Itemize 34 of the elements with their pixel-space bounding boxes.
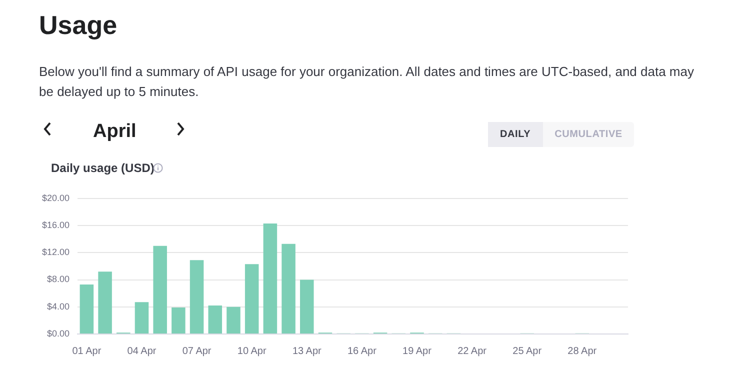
y-tick-label: $16.00 [42,220,70,230]
bar [263,223,278,334]
bar [153,246,167,334]
y-tick-label: $20.00 [42,192,70,203]
bar [98,272,112,334]
text: DAILY [488,122,543,147]
bar [226,306,240,334]
bar [134,302,149,334]
bar [190,260,204,334]
y-tick-label: $12.00 [42,247,70,258]
x-tick-label: 16 Apr [347,346,378,357]
x-tick-label: 25 Apr [512,346,542,357]
text: CUMULATIVE [554,128,624,142]
y-axis-title: Daily usage (USD) [51,161,154,175]
y-tick-label: $8.00 [46,274,70,284]
bar [244,264,259,334]
x-tick-label: 13 Apr [292,346,322,357]
x-tick-label: 19 Apr [402,346,432,357]
bar [300,280,314,334]
x-tick-label: 07 Apr [182,346,212,357]
x-tick-label: 28 Apr [568,346,598,357]
x-tick-label: 22 Apr [458,346,488,357]
text: April [93,121,136,143]
y-tick-label: $4.00 [46,301,70,312]
x-tick-label: 10 Apr [237,346,267,357]
chart-title: Usage [39,10,118,41]
bar [208,306,222,334]
bar [80,284,94,334]
y-tick-label: $0.00 [46,328,70,338]
bar [282,244,296,334]
chart-subtitle: Below you'll find a summary of API usage for your organization. All dates and times are UTC-based, and data may be delayed up to 5 minutes. [39,63,695,101]
bar [172,308,186,334]
x-tick-label: 01 Apr [72,346,102,357]
x-tick-label: 04 Apr [127,346,157,357]
